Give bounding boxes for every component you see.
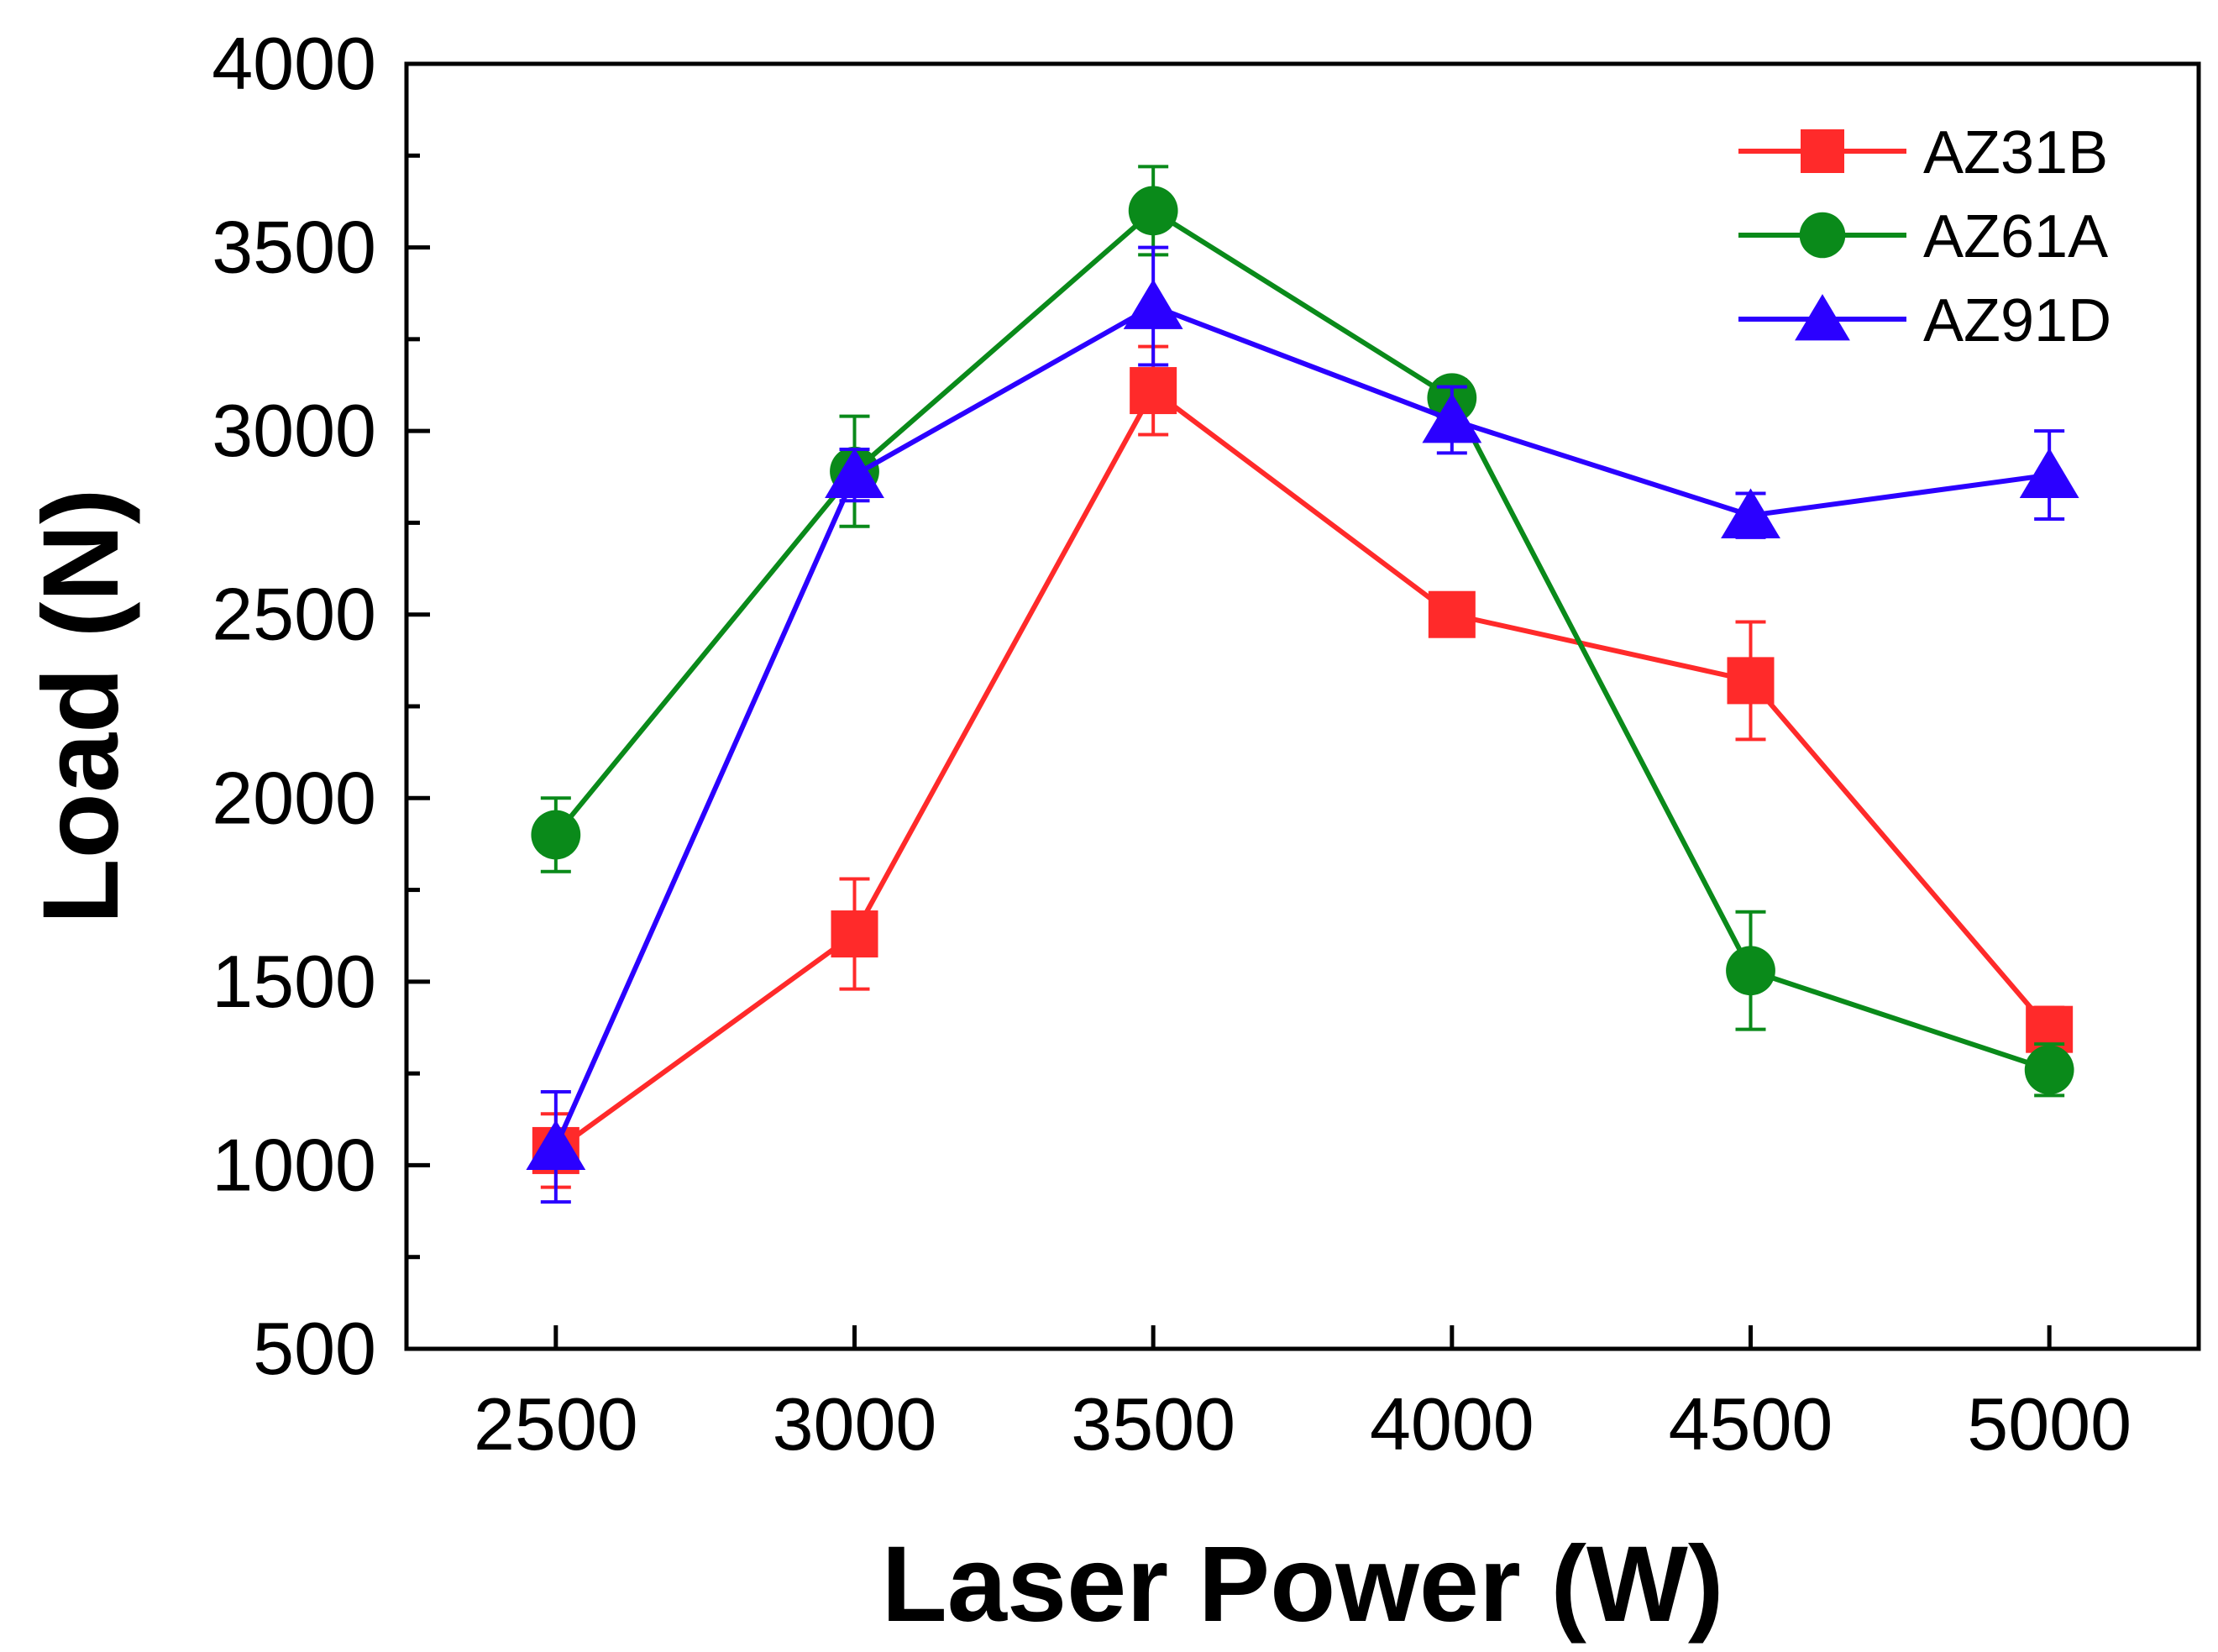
y-axis-title: Load (N): [21, 489, 141, 925]
y-tick-label: 2500: [212, 573, 376, 656]
legend-label: AZ91D: [1923, 287, 2111, 354]
x-tick-label: 2500: [474, 1382, 638, 1466]
marker-square: [1801, 129, 1844, 173]
marker-circle: [1128, 186, 1178, 236]
marker-square: [1130, 367, 1177, 415]
y-tick-label: 1000: [212, 1123, 376, 1206]
series-az91d: [526, 245, 2079, 1204]
marker-triangle: [2019, 448, 2079, 498]
y-tick-label: 3000: [212, 389, 376, 472]
y-tick-label: 2000: [212, 756, 376, 839]
marker-triangle: [1721, 488, 1780, 539]
legend-item-az91d: AZ91D: [1738, 287, 2111, 354]
legend: AZ31B AZ61A AZ91D: [1738, 119, 2111, 354]
marker-square: [1428, 590, 1476, 638]
legend-item-az31b: AZ31B: [1738, 119, 2108, 186]
marker-square: [1727, 657, 1775, 705]
marker-triangle: [1123, 279, 1183, 329]
marker-circle: [531, 810, 581, 860]
y-tick-label: 500: [253, 1307, 376, 1390]
series-layer: [526, 165, 2079, 1204]
x-tick-label: 4000: [1370, 1382, 1534, 1466]
x-tick-label: 5000: [1967, 1382, 2131, 1466]
legend-item-az61a: AZ61A: [1738, 203, 2108, 270]
x-tick-label: 3000: [773, 1382, 937, 1466]
x-tick-label: 4500: [1669, 1382, 1833, 1466]
y-tick-label: 1500: [212, 940, 376, 1023]
marker-circle: [1799, 212, 1846, 259]
legend-label: AZ61A: [1923, 203, 2108, 270]
y-tick-label: 3500: [212, 206, 376, 289]
marker-triangle: [1795, 294, 1850, 341]
marker-triangle: [526, 1120, 586, 1170]
series-az31b: [532, 344, 2074, 1189]
y-tick-label: 4000: [212, 22, 376, 105]
marker-square: [831, 910, 878, 958]
series-line: [554, 388, 2052, 1153]
marker-triangle: [825, 448, 884, 498]
series-line: [553, 303, 2050, 1148]
marker-circle: [2024, 1045, 2074, 1095]
axis-ticks: 2500 3000 3500 4000 4500 5000 500 1000 1500 2000 2…: [212, 22, 2131, 1466]
legend-label: AZ31B: [1923, 119, 2108, 186]
marker-circle: [1726, 946, 1775, 996]
x-axis-title: Laser Power (W): [882, 1524, 1724, 1644]
x-tick-label: 3500: [1071, 1382, 1235, 1466]
marker-triangle: [1422, 392, 1482, 443]
series-line: [553, 207, 2051, 1072]
series-az61a: [531, 165, 2074, 1098]
